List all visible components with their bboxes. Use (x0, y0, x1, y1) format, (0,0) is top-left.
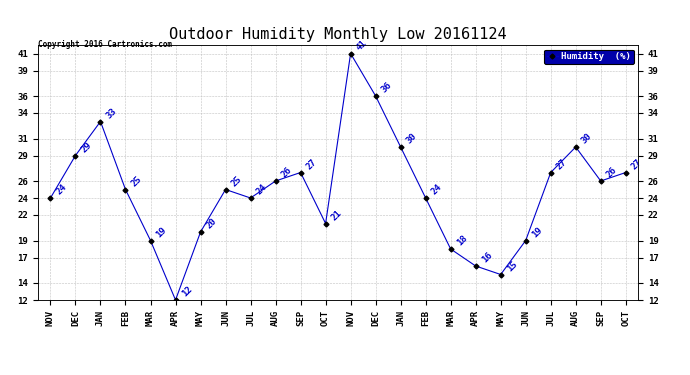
Text: 27: 27 (630, 157, 644, 171)
Text: 30: 30 (405, 132, 419, 146)
Text: 24: 24 (430, 183, 444, 196)
Text: 25: 25 (130, 174, 144, 188)
Text: 15: 15 (505, 259, 519, 273)
Text: 25: 25 (230, 174, 244, 188)
Text: 29: 29 (79, 140, 94, 154)
Text: 26: 26 (279, 166, 294, 180)
Legend: Humidity  (%): Humidity (%) (544, 50, 633, 64)
Text: 20: 20 (205, 217, 219, 231)
Title: Outdoor Humidity Monthly Low 20161124: Outdoor Humidity Monthly Low 20161124 (169, 27, 507, 42)
Text: 19: 19 (530, 225, 544, 239)
Text: 24: 24 (55, 183, 68, 196)
Text: 18: 18 (455, 234, 469, 248)
Text: 27: 27 (555, 157, 569, 171)
Text: 41: 41 (355, 38, 368, 52)
Text: 26: 26 (605, 166, 619, 180)
Text: 33: 33 (105, 106, 119, 120)
Text: 27: 27 (305, 157, 319, 171)
Text: 30: 30 (580, 132, 594, 146)
Text: Copyright 2016 Cartronics.com: Copyright 2016 Cartronics.com (38, 40, 172, 49)
Text: 12: 12 (179, 285, 194, 298)
Text: 21: 21 (330, 208, 344, 222)
Text: 24: 24 (255, 183, 268, 196)
Text: 19: 19 (155, 225, 168, 239)
Text: 36: 36 (380, 81, 394, 94)
Text: 16: 16 (480, 251, 494, 265)
